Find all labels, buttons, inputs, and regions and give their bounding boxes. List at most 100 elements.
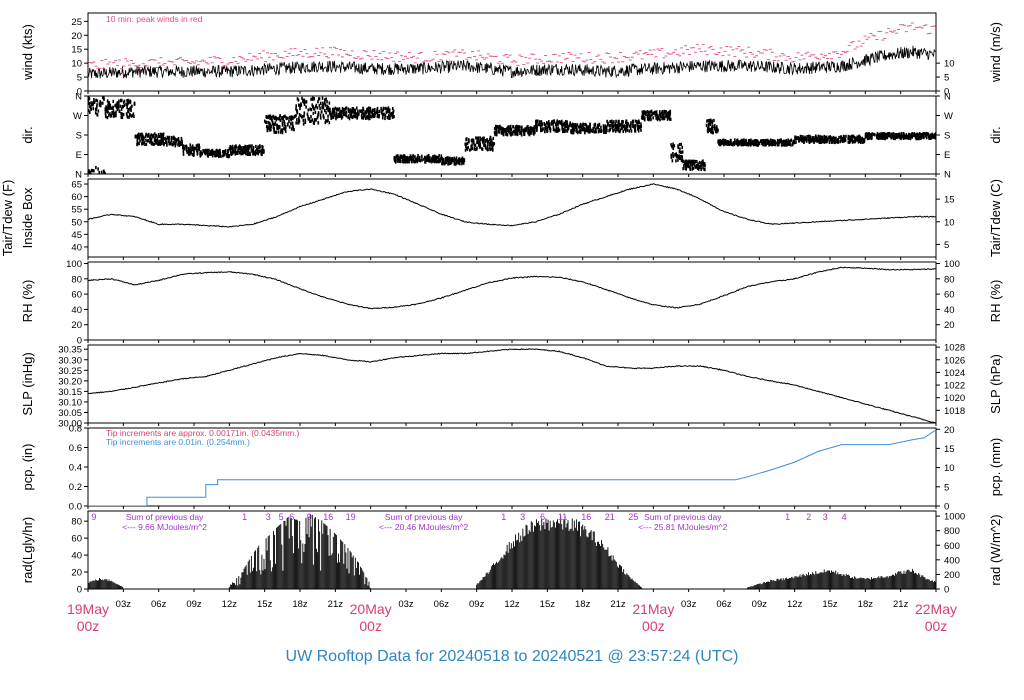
- dir-point: [587, 125, 590, 129]
- dir-point: [851, 140, 854, 144]
- dir-point: [497, 125, 499, 129]
- dir-point: [677, 155, 680, 159]
- dir-point: [668, 115, 670, 120]
- dir-point: [539, 120, 541, 124]
- dir-point: [625, 124, 627, 129]
- dir-point: [164, 136, 166, 140]
- temp-left-tick-label: 40: [71, 242, 82, 253]
- dir-point: [327, 105, 330, 109]
- dir-point: [397, 159, 399, 163]
- dir-point: [699, 164, 702, 169]
- dir-point: [249, 151, 251, 155]
- dir-point: [330, 112, 332, 116]
- dir-point: [561, 125, 564, 129]
- dir-point: [490, 138, 493, 142]
- dir-point: [381, 109, 383, 113]
- dir-point: [526, 126, 528, 130]
- wind-left-tick-label: 0: [77, 87, 82, 98]
- dir-point: [260, 152, 263, 156]
- dir-point: [250, 147, 253, 152]
- dir-point: [892, 134, 894, 138]
- dir-point: [769, 142, 771, 147]
- wind-left-tick-label: 25: [71, 17, 82, 28]
- dir-point: [697, 164, 699, 168]
- dir-point: [836, 140, 838, 144]
- dir-point: [305, 100, 307, 104]
- dir-point: [720, 140, 723, 144]
- dir-point: [154, 132, 156, 136]
- dir-point: [537, 119, 539, 123]
- dir-point: [325, 111, 327, 115]
- dir-point: [515, 132, 518, 136]
- dir-point: [354, 114, 357, 119]
- dir-point: [915, 137, 917, 141]
- dir-point: [374, 113, 376, 118]
- dir-point: [603, 128, 605, 132]
- dir-point: [127, 110, 129, 114]
- dir-point: [274, 121, 277, 125]
- slp-right-tick-label: 1020: [944, 393, 965, 404]
- dir-point: [165, 138, 167, 142]
- dir-point: [565, 119, 567, 124]
- x-day-date: 21May: [632, 601, 674, 617]
- dir-point: [808, 140, 811, 144]
- dir-point: [399, 157, 401, 161]
- dir-point: [589, 122, 591, 126]
- dir-point: [142, 137, 145, 141]
- dir-point: [515, 127, 518, 131]
- dir-point: [193, 149, 195, 153]
- dir-point: [450, 160, 453, 164]
- dir-point: [316, 116, 319, 120]
- dir-point: [675, 152, 678, 156]
- dir-point: [903, 133, 905, 137]
- dir-point: [388, 108, 390, 112]
- dir-point: [99, 104, 102, 108]
- dir-point: [556, 120, 558, 124]
- dir-point: [416, 156, 419, 160]
- pcp-left-tick-label: 0.6: [69, 443, 82, 454]
- dir-point: [870, 136, 873, 141]
- dir-point: [292, 116, 294, 121]
- dir-point: [371, 111, 373, 115]
- dir-point: [716, 129, 719, 133]
- dir-point: [464, 148, 467, 152]
- dir-point: [332, 108, 334, 112]
- dir-point: [366, 107, 368, 111]
- dir-point: [703, 167, 706, 172]
- dir-point: [628, 129, 631, 133]
- dir-point: [255, 151, 258, 155]
- dir-point: [483, 143, 485, 148]
- dir-point: [175, 142, 177, 146]
- dir-point: [908, 132, 910, 137]
- dir-point: [453, 156, 456, 160]
- dir-point: [479, 139, 481, 144]
- dir-point: [492, 136, 495, 141]
- dir-point: [579, 130, 582, 135]
- dir-point: [312, 121, 315, 125]
- dir-point: [545, 121, 548, 125]
- dir-point: [335, 114, 337, 118]
- rh-right-axis-label: RH (%): [988, 280, 1003, 323]
- dir-point: [530, 126, 533, 130]
- dir-point: [583, 122, 585, 127]
- dir-point: [195, 146, 198, 151]
- dir-point: [853, 140, 856, 144]
- dir-point: [88, 97, 91, 101]
- dir-point: [565, 129, 567, 133]
- dir-point: [686, 165, 688, 169]
- dir-point: [886, 132, 889, 137]
- dir-point: [129, 107, 131, 111]
- dir-point: [402, 160, 405, 164]
- dir-point: [247, 144, 250, 148]
- dir-point: [316, 106, 319, 110]
- dir-point: [100, 170, 103, 174]
- dir-point: [659, 118, 661, 122]
- rad-day-label: 16: [581, 512, 591, 522]
- dir-point: [493, 127, 496, 131]
- dir-point: [438, 160, 440, 164]
- temp-left-tick-label: 50: [71, 217, 82, 228]
- dir-point: [355, 106, 358, 110]
- dir-point: [324, 103, 327, 107]
- dir-point: [179, 140, 181, 144]
